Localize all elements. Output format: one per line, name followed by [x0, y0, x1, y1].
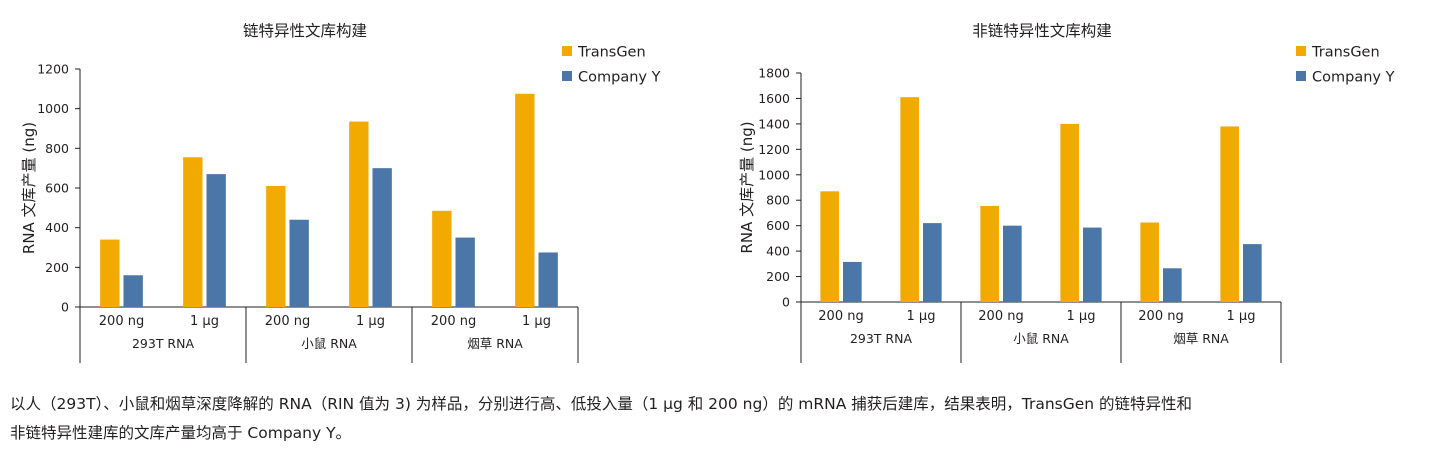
y-tick-label: 1200 — [758, 142, 790, 157]
bar-transgen — [266, 186, 286, 307]
charts-canvas: 链特异性文库构建 RNA 文库产量 (ng) 0 200 400 600 800 1000 12… — [20, 22, 1395, 363]
bar-company-y — [1003, 225, 1022, 302]
group-label: 烟草 RNA — [467, 336, 523, 351]
legend-label: TransGen — [577, 45, 646, 61]
y-tick-label: 600 — [45, 181, 69, 196]
bar-transgen — [1220, 126, 1239, 302]
x-tick-label: 200 ng — [99, 314, 144, 329]
chart-title: 非链特异性文库构建 — [972, 22, 1112, 40]
bar-company-y — [289, 219, 309, 307]
chart-title: 链特异性文库构建 — [243, 22, 367, 40]
legend-swatch — [1296, 71, 1306, 81]
y-tick-label: 1600 — [758, 91, 790, 106]
x-tick-label: 200 ng — [978, 309, 1023, 324]
x-tick-label: 1 μg — [190, 314, 219, 329]
x-tick-label: 1 μg — [356, 314, 385, 329]
bar-transgen — [100, 239, 120, 307]
y-tick-label: 1400 — [758, 116, 790, 131]
legend-swatch — [1296, 46, 1306, 56]
y-tick-label: 1800 — [758, 66, 790, 81]
x-tick-label: 1 μg — [907, 309, 936, 324]
y-tick-label: 400 — [45, 220, 69, 235]
y-tick-label: 400 — [766, 244, 790, 259]
y-tick-label: 1000 — [37, 101, 69, 116]
y-tick-label: 1000 — [758, 167, 790, 182]
chart-1: 链特异性文库构建 RNA 文库产量 (ng) 0 200 400 600 800 1000 12… — [20, 22, 661, 363]
bar-company-y — [538, 252, 558, 307]
bar-company-y — [455, 237, 475, 307]
caption-line-2: 非链特异性建库的文库产量均高于 Company Y。 — [10, 424, 352, 442]
bar-transgen — [349, 121, 369, 307]
y-tick-label: 1200 — [37, 62, 69, 77]
legend-label: TransGen — [1311, 45, 1380, 61]
y-tick-label: 0 — [782, 295, 790, 310]
bar-transgen — [1060, 123, 1079, 302]
bar-company-y — [123, 275, 143, 307]
x-tick-label: 200 ng — [265, 314, 310, 329]
legend-swatch — [562, 71, 572, 81]
x-tick-label: 200 ng — [1138, 309, 1183, 324]
x-tick-label: 200 ng — [431, 314, 476, 329]
group-label: 烟草 RNA — [1173, 331, 1229, 346]
bar-transgen — [183, 157, 203, 307]
group-label: 293T RNA — [850, 331, 913, 346]
figure-caption: 以人（293T）、小鼠和烟草深度降解的 RNA（RIN 值为 3) 为样品，分别… — [10, 390, 1420, 448]
bar-company-y — [843, 261, 862, 302]
y-tick-label: 600 — [766, 218, 790, 233]
bar-transgen — [515, 93, 535, 308]
bar-company-y — [206, 174, 226, 307]
x-tick-label: 1 μg — [1067, 309, 1096, 324]
bar-transgen — [900, 97, 919, 302]
bar-company-y — [372, 168, 392, 307]
x-tick-label: 1 μg — [1227, 309, 1256, 324]
chart-2: 非链特异性文库构建 RNA 文库产量 (ng) 0 200 400 600 800 1000 1… — [738, 22, 1395, 363]
legend-swatch — [562, 46, 572, 56]
group-label: 小鼠 RNA — [1013, 331, 1069, 346]
legend: TransGen Company Y — [1296, 45, 1395, 86]
y-tick-label: 200 — [766, 269, 790, 284]
y-tick-label: 200 — [45, 260, 69, 275]
legend: TransGen Company Y — [562, 45, 661, 86]
y-axis-label: RNA 文库产量 (ng) — [738, 121, 756, 253]
legend-label: Company Y — [578, 70, 661, 86]
y-axis-label: RNA 文库产量 (ng) — [20, 122, 38, 254]
bar-transgen — [1140, 222, 1159, 302]
group-label: 小鼠 RNA — [301, 336, 357, 351]
y-tick-label: 0 — [61, 300, 69, 315]
bar-company-y — [1163, 268, 1182, 302]
legend-label: Company Y — [1312, 70, 1395, 86]
bar-company-y — [923, 223, 942, 302]
bar-company-y — [1083, 227, 1102, 302]
bar-company-y — [1243, 244, 1262, 302]
x-tick-label: 1 μg — [522, 314, 551, 329]
group-label: 293T RNA — [132, 336, 195, 351]
x-tick-label: 200 ng — [818, 309, 863, 324]
bar-transgen — [820, 191, 839, 302]
bar-transgen — [432, 210, 452, 307]
y-tick-label: 800 — [45, 141, 69, 156]
bar-transgen — [980, 205, 999, 302]
caption-line-1: 以人（293T）、小鼠和烟草深度降解的 RNA（RIN 值为 3) 为样品，分别… — [10, 395, 1193, 413]
y-tick-label: 800 — [766, 193, 790, 208]
